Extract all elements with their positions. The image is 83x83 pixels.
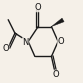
Text: O: O: [2, 44, 9, 53]
Text: O: O: [58, 37, 64, 46]
Text: O: O: [52, 70, 59, 79]
Text: O: O: [35, 3, 42, 12]
Polygon shape: [51, 18, 64, 27]
Text: O: O: [58, 37, 64, 46]
Text: O: O: [2, 44, 9, 53]
Text: O: O: [35, 3, 42, 12]
Text: O: O: [52, 70, 59, 79]
Text: N: N: [22, 38, 29, 47]
Text: N: N: [22, 38, 29, 47]
